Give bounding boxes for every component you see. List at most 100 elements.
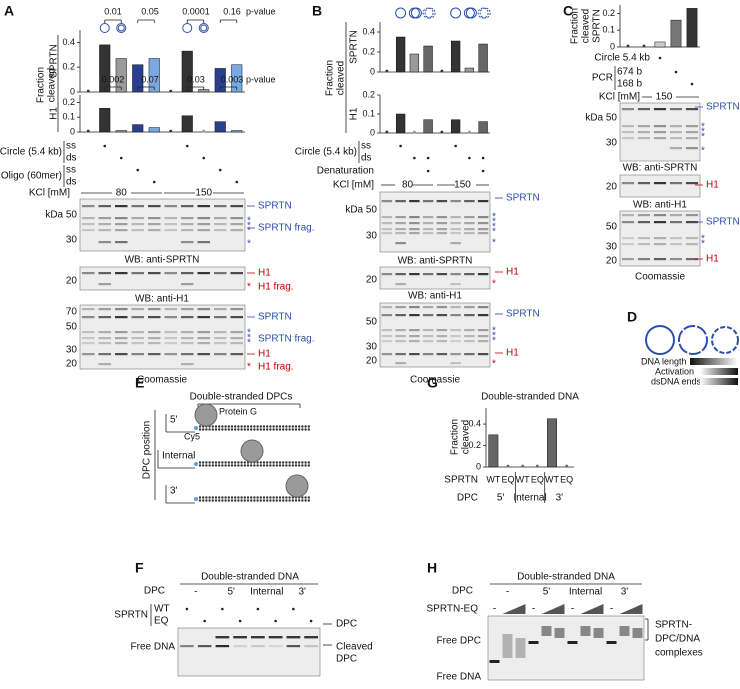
gel-band <box>621 182 635 185</box>
label: 0.05 <box>141 6 159 16</box>
dna <box>282 461 285 464</box>
gel-band <box>653 108 667 111</box>
label: 674 b <box>617 67 642 78</box>
gel-band <box>81 272 95 275</box>
protein <box>194 403 218 427</box>
gel-band <box>395 273 406 276</box>
dna <box>205 496 208 499</box>
label: - <box>493 604 496 615</box>
dna <box>275 496 278 499</box>
dna <box>294 425 298 428</box>
dna <box>288 499 291 502</box>
gel-band <box>464 314 475 317</box>
dna <box>298 428 301 431</box>
dna <box>246 425 250 428</box>
dna <box>230 428 234 431</box>
dna <box>301 425 304 428</box>
icon <box>645 325 675 355</box>
label: Fraction <box>36 67 47 103</box>
gel-band <box>409 222 420 225</box>
gel-band <box>464 200 475 203</box>
row-dot <box>468 156 471 160</box>
dna <box>218 461 221 464</box>
dna <box>234 499 237 502</box>
dna <box>301 461 304 464</box>
gel-band <box>669 147 683 150</box>
label: complexes <box>655 648 703 659</box>
dna <box>256 464 259 467</box>
gel-band <box>98 283 112 286</box>
label: Denaturation <box>317 166 374 177</box>
bar <box>670 19 682 48</box>
y-tick-label: 0 <box>370 127 375 137</box>
gel <box>379 302 491 368</box>
gel-band <box>637 108 651 111</box>
gel-band <box>477 329 489 332</box>
gel-band <box>653 214 667 217</box>
gel-band <box>114 223 128 226</box>
dna <box>237 428 240 431</box>
dna <box>307 499 310 502</box>
dna <box>275 464 278 467</box>
dna <box>288 464 291 467</box>
gel-band <box>450 242 461 245</box>
label: 50 <box>366 317 378 328</box>
dna <box>208 461 211 464</box>
gel-band <box>98 308 112 311</box>
gel-band <box>653 137 667 140</box>
gel-band <box>395 232 406 235</box>
label: * <box>247 216 251 227</box>
gel-band <box>180 363 194 366</box>
row-dot <box>674 70 678 74</box>
label: 3' <box>170 486 178 497</box>
gel-band <box>669 258 683 261</box>
label: SPRTN <box>706 102 740 113</box>
gel-band <box>98 241 112 244</box>
gel-band <box>197 272 211 275</box>
label: * <box>701 146 705 157</box>
cy5 <box>194 426 198 430</box>
dna <box>282 464 285 467</box>
label: 30 <box>366 342 378 353</box>
dna <box>218 499 221 502</box>
ramp <box>541 604 565 614</box>
gel-band <box>450 200 461 203</box>
label: B <box>312 3 322 19</box>
label: 5' <box>228 587 236 598</box>
dna <box>298 464 301 467</box>
icon <box>711 326 739 354</box>
dna <box>211 496 214 499</box>
gel-band <box>409 232 420 235</box>
gel-band <box>477 216 489 219</box>
label: ds <box>361 153 372 164</box>
gel-band <box>395 335 406 338</box>
row-dot <box>119 156 123 160</box>
gel-band <box>81 308 95 311</box>
gel-band <box>213 331 227 334</box>
bar <box>423 45 433 73</box>
bar <box>409 53 420 73</box>
gel-band <box>215 645 230 648</box>
y-tick-label: 0.2 <box>602 8 615 18</box>
gel-band <box>131 308 145 311</box>
gel-band <box>621 214 635 217</box>
dna <box>256 499 259 502</box>
dna <box>218 425 221 428</box>
gel-band <box>164 342 178 345</box>
label: 5' <box>497 493 505 504</box>
gel-band <box>477 200 489 203</box>
gel-band <box>213 316 227 319</box>
label: Double-stranded DNA <box>201 572 299 583</box>
gel-band <box>450 216 461 219</box>
gel-band <box>632 628 643 638</box>
label: H1 <box>349 107 360 120</box>
gel-band <box>147 353 161 356</box>
gel-band <box>197 241 211 244</box>
label: DPC/DNA <box>655 634 700 645</box>
gel-band <box>541 626 552 636</box>
gel <box>619 174 701 198</box>
gel-band <box>180 205 194 208</box>
icon <box>117 24 125 32</box>
gel-band <box>233 636 247 639</box>
gel-band <box>450 314 461 317</box>
